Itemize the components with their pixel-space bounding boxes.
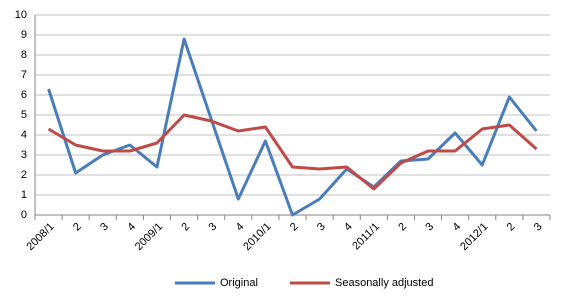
x-tick-label: 2010/1: [241, 221, 273, 253]
y-tick-label: 5: [21, 109, 27, 121]
x-tick-label: 2011/1: [350, 221, 382, 253]
x-tick-label: 2009/1: [133, 221, 165, 253]
x-tick-label: 4: [450, 221, 463, 234]
legend-label: Seasonally adjusted: [335, 277, 433, 289]
y-tick-label: 3: [21, 149, 27, 161]
x-tick-label: 3: [207, 221, 220, 234]
series-line: [47, 113, 538, 191]
y-tick-label: 4: [21, 129, 27, 141]
legend-label: Original: [220, 277, 258, 289]
x-tick-label: 3: [98, 221, 111, 234]
x-tick-label: 4: [234, 221, 247, 234]
x-tick-label: 2: [396, 221, 409, 234]
x-tick-label: 2012/1: [458, 221, 490, 253]
x-tick-label: 4: [125, 221, 138, 234]
y-tick-label: 2: [21, 169, 27, 181]
x-tick-label: 2: [505, 221, 518, 234]
x-tick-label: 2: [71, 221, 84, 234]
x-tick-label: 4: [342, 221, 355, 234]
series-line: [47, 37, 538, 217]
y-tick-label: 10: [15, 9, 27, 21]
y-tick-label: 8: [21, 49, 27, 61]
y-tick-label: 7: [21, 69, 27, 81]
x-tick-label: 2008/1: [24, 221, 56, 253]
x-tick-label: 3: [423, 221, 436, 234]
y-tick-label: 0: [21, 209, 27, 221]
x-tick-label: 3: [315, 221, 328, 234]
x-tick-label: 3: [532, 221, 545, 234]
y-tick-label: 1: [21, 189, 27, 201]
y-tick-label: 9: [21, 29, 27, 41]
x-tick-label: 2: [179, 221, 192, 234]
x-tick-label: 2: [288, 221, 301, 234]
y-tick-label: 6: [21, 89, 27, 101]
